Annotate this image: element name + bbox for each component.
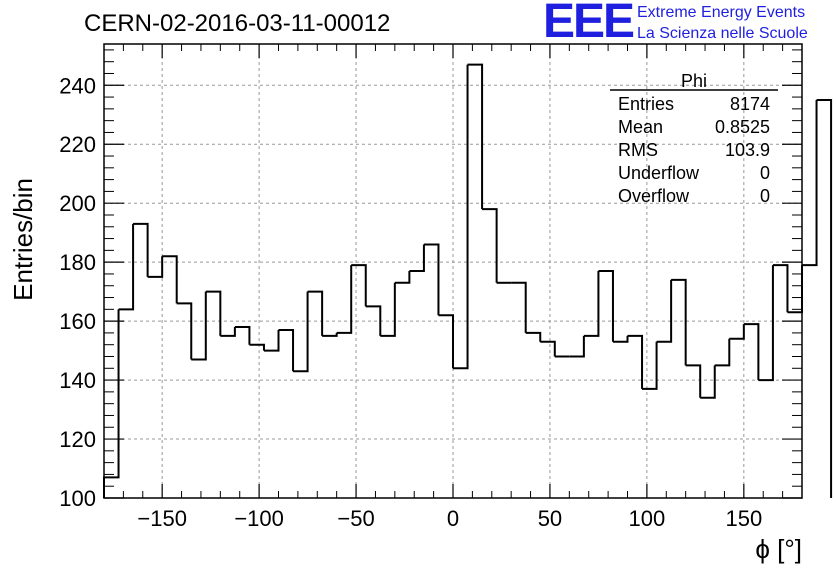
- histogram-bin: [423, 243, 440, 316]
- histogram-bin: [278, 328, 295, 372]
- x-tick-label: 0: [447, 506, 459, 531]
- histogram-bin: [191, 291, 207, 361]
- histogram-bin: [525, 331, 542, 342]
- histogram-bin: [467, 63, 484, 210]
- histogram-bin: [394, 271, 411, 284]
- histogram-bin: [816, 99, 833, 498]
- stats-value: 8174: [730, 94, 770, 114]
- y-tick-label: 180: [59, 250, 96, 275]
- histogram-bin: [147, 256, 164, 278]
- histogram-bin: [205, 290, 222, 336]
- y-tick-label: 120: [59, 427, 96, 452]
- histogram-bin: [787, 265, 803, 314]
- plot-title: CERN-02-2016-03-11-00012: [84, 10, 391, 37]
- histogram-bin: [612, 335, 629, 343]
- logo-subtitle-line1: Extreme Energy Events: [637, 4, 806, 21]
- histogram-bin: [583, 271, 600, 337]
- histogram-bin: [700, 365, 716, 399]
- x-axis-label: ϕ [°]: [755, 534, 802, 564]
- histogram-bin: [540, 340, 556, 357]
- histogram-bin: [263, 329, 280, 352]
- y-tick-label: 100: [59, 486, 96, 511]
- stats-label: RMS: [618, 140, 658, 160]
- histogram-bin: [336, 265, 353, 334]
- histogram-bin: [627, 334, 644, 389]
- histogram-bin: [743, 323, 760, 381]
- y-tick-label: 240: [59, 73, 96, 98]
- x-tick-label: 150: [725, 506, 762, 531]
- histogram-bin: [162, 255, 178, 304]
- histogram-bin: [118, 223, 135, 311]
- stats-value: 0.8525: [715, 117, 770, 137]
- histogram-bin: [322, 332, 338, 337]
- stats-label: Overflow: [618, 186, 690, 206]
- stats-label: Underflow: [618, 163, 700, 183]
- x-tick-label: 50: [538, 506, 562, 531]
- logo-subtitle-line2: La Scienza nelle Scuole: [637, 25, 808, 42]
- histogram-bin: [438, 314, 454, 369]
- axis-tick-labels: −150 −100 −50 0 50 100 150 100 120 140 160 180 200 22…: [59, 73, 762, 531]
- stats-label: Entries: [618, 94, 674, 114]
- histogram-bin: [365, 305, 382, 336]
- histogram-bin: [234, 326, 251, 345]
- histogram-bin: [714, 338, 731, 367]
- histogram-bin: [729, 324, 745, 340]
- x-tick-label: −50: [337, 506, 374, 531]
- stats-box: Phi Entries 8174 Mean 0.8525 RMS 103.9 Underfl…: [610, 71, 778, 206]
- grid: [104, 44, 802, 498]
- eee-logo: EEE: [543, 0, 635, 48]
- histogram-bin: [380, 282, 396, 337]
- x-tick-label: −150: [137, 506, 187, 531]
- y-tick-label: 220: [59, 132, 96, 157]
- histogram-bin: [758, 265, 774, 382]
- histogram-bin: [772, 264, 789, 313]
- histogram-bin: [409, 244, 425, 272]
- stats-value: 0: [760, 163, 770, 183]
- histogram-bin: [642, 341, 658, 390]
- histogram-bin: [656, 279, 673, 343]
- histogram-bin: [482, 208, 498, 283]
- stats-value: 103.9: [725, 140, 770, 160]
- histogram-bin: [293, 291, 309, 373]
- histogram-bin: [220, 327, 236, 337]
- histogram-bin: [802, 100, 818, 267]
- y-tick-label: 140: [59, 368, 96, 393]
- histogram-bin: [351, 264, 367, 307]
- axis-ticks: [103, 44, 803, 499]
- histogram-bin: [569, 335, 585, 358]
- histogram-bin: [249, 343, 265, 351]
- stats-rows: Entries 8174 Mean 0.8525 RMS 103.9 Underflow 0 O…: [618, 94, 770, 206]
- y-tick-label: 200: [59, 191, 96, 216]
- x-tick-label: 100: [629, 506, 666, 531]
- stats-title: Phi: [681, 71, 707, 91]
- histogram-bin: [133, 222, 149, 277]
- histogram-bin: [671, 278, 687, 366]
- histogram-bin: [685, 364, 702, 398]
- histogram-bin: [307, 290, 324, 336]
- histogram-bin: [453, 64, 469, 370]
- y-tick-label: 160: [59, 309, 96, 334]
- x-tick-label: −100: [234, 506, 284, 531]
- y-axis-label: Entries/bin: [8, 178, 38, 301]
- histogram-bin: [176, 302, 193, 360]
- histogram-bin: [511, 281, 527, 333]
- histogram-bin: [598, 270, 614, 342]
- stats-value: 0: [760, 186, 770, 206]
- stats-label: Mean: [618, 117, 663, 137]
